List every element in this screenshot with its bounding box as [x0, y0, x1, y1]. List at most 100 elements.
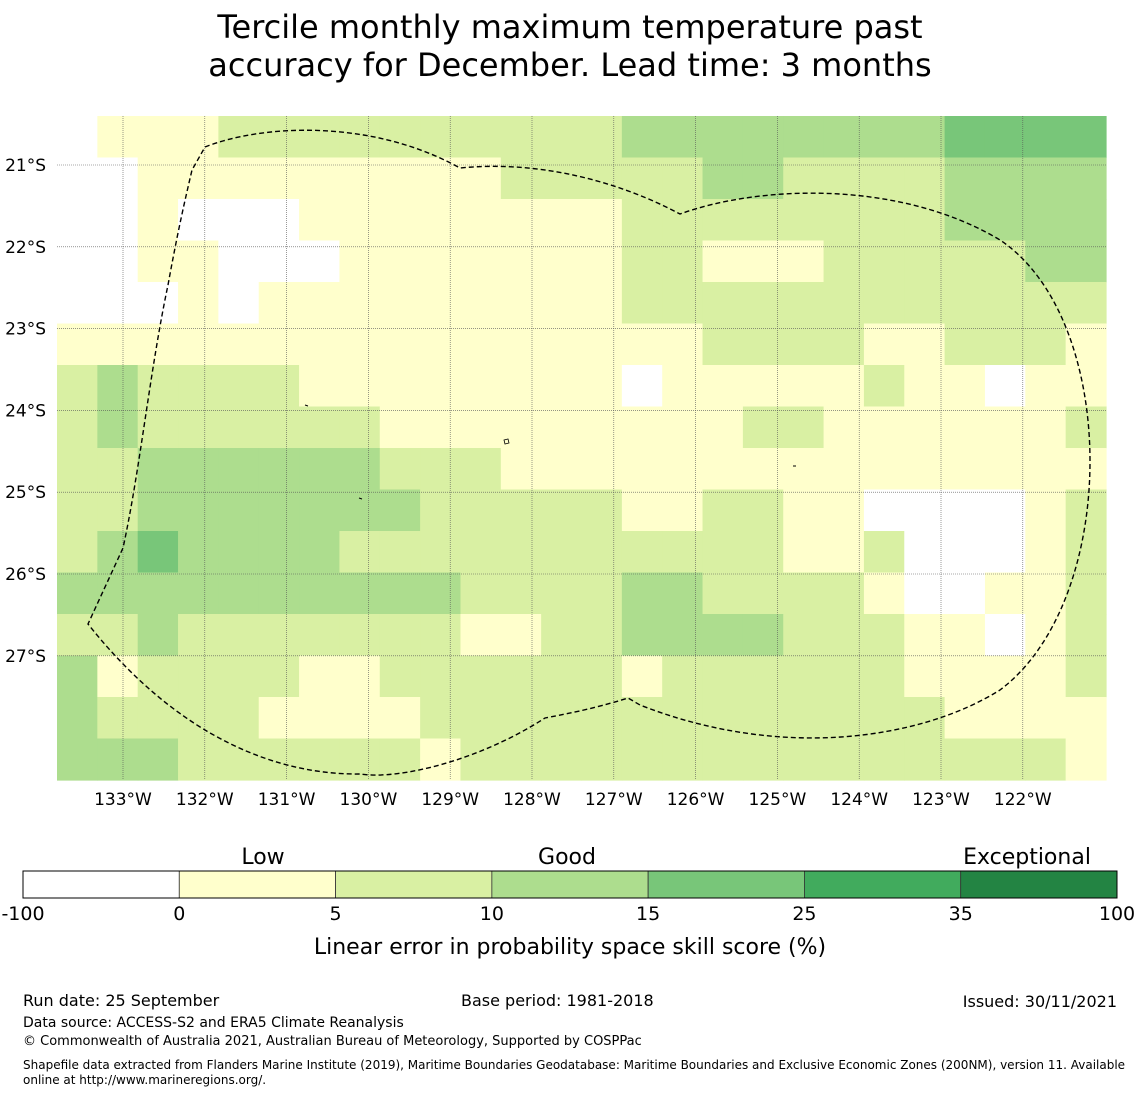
grid-cell [218, 572, 260, 615]
grid-cell [500, 199, 542, 242]
grid-cell [702, 116, 744, 159]
grid-cell [702, 199, 744, 242]
latitude-label: 25°S [5, 483, 46, 503]
grid-cell [944, 199, 986, 242]
grid-cell [339, 199, 381, 242]
chart-title-line-1: Tercile monthly maximum temperature past [217, 8, 923, 46]
grid-cell [178, 655, 219, 698]
grid-cell [863, 655, 905, 698]
grid-cell [57, 738, 98, 781]
grid-cell [178, 406, 219, 449]
grid-cell [944, 489, 986, 532]
grid-cell [904, 489, 946, 532]
grid-cell [258, 240, 300, 283]
grid-cell [137, 323, 179, 366]
grid-cell [178, 365, 219, 408]
colorbar-axis-label: Linear error in probability space skill … [314, 935, 826, 960]
grid-cell [581, 655, 623, 698]
grid-cell [944, 157, 986, 200]
grid-cell [500, 655, 542, 698]
shapefile-credit: Shapefile data extracted from Flanders M… [23, 1058, 1126, 1087]
grid-cell [823, 365, 865, 408]
grid-cell [621, 697, 663, 740]
grid-cell [742, 116, 784, 159]
grid-cell [702, 572, 744, 615]
grid-cell [984, 365, 1026, 408]
grid-cell [258, 282, 300, 325]
grid-cell [863, 116, 905, 159]
grid-cell [742, 240, 784, 283]
grid-cell [662, 116, 704, 159]
grid-cell [299, 365, 341, 408]
chart-title: Tercile monthly maximum temperature past… [0, 8, 1140, 84]
grid-cell [97, 655, 139, 698]
grid-cell [863, 489, 905, 532]
grid-cell [218, 655, 260, 698]
grid-cell [500, 489, 542, 532]
grid-cell [863, 323, 905, 366]
grid-cell [258, 738, 300, 781]
grid-cell [178, 282, 219, 325]
grid-cell [742, 697, 784, 740]
legend-category-low: Low [241, 845, 284, 870]
grid-cell [178, 323, 219, 366]
grid-cell [500, 157, 542, 200]
grid-cell [379, 738, 421, 781]
grid-cell [783, 323, 825, 366]
grid-cell [97, 531, 139, 574]
grid-cell [460, 282, 502, 325]
grid-cell [984, 572, 1026, 615]
grid-cell [783, 738, 825, 781]
grid-cell [1025, 614, 1067, 657]
grid-cell [460, 365, 502, 408]
colorbar-tick-label: 15 [636, 903, 660, 925]
grid-cell [621, 323, 663, 366]
grid-cell [97, 240, 139, 283]
grid-cell [944, 531, 986, 574]
grid-cell [984, 531, 1026, 574]
grid-cell [299, 323, 341, 366]
base-period: Base period: 1981-2018 [461, 991, 654, 1010]
grid-cell [500, 406, 542, 449]
data-source: Data source: ACCESS-S2 and ERA5 Climate … [23, 1015, 404, 1031]
colorbar-swatch [491, 870, 649, 899]
grid-cell [218, 448, 260, 491]
grid-cell [218, 323, 260, 366]
grid-cell [984, 282, 1026, 325]
grid-cell [904, 697, 946, 740]
grid-cell [621, 489, 663, 532]
grid-cell [339, 697, 381, 740]
grid-cell [863, 365, 905, 408]
longitude-label: 133°W [94, 790, 152, 810]
run-date: Run date: 25 September [23, 991, 220, 1010]
grid-cell [783, 572, 825, 615]
grid-cell [742, 448, 784, 491]
grid-cell [904, 365, 946, 408]
grid-cell [97, 614, 139, 657]
grid-cell [258, 365, 300, 408]
grid-cell [299, 697, 341, 740]
grid-cell [581, 489, 623, 532]
longitude-label: 125°W [749, 790, 807, 810]
grid-cell [662, 240, 704, 283]
grid-cell [460, 614, 502, 657]
grid-cell [460, 199, 502, 242]
longitude-label: 128°W [503, 790, 561, 810]
grid-cell [702, 323, 744, 366]
grid-cell [500, 448, 542, 491]
grid-cell [702, 531, 744, 574]
colorbar-frame [22, 870, 1118, 899]
grid-cell [944, 282, 986, 325]
grid-cell [621, 365, 663, 408]
grid-cell [339, 738, 381, 781]
grid-cell [944, 365, 986, 408]
grid-cell [258, 323, 300, 366]
grid-cell [299, 240, 341, 283]
grid-cell [702, 697, 744, 740]
grid-cell [742, 614, 784, 657]
grid-cell [621, 282, 663, 325]
grid-cell [944, 240, 986, 283]
latitude-label: 26°S [5, 565, 46, 585]
grid-cell [258, 572, 300, 615]
